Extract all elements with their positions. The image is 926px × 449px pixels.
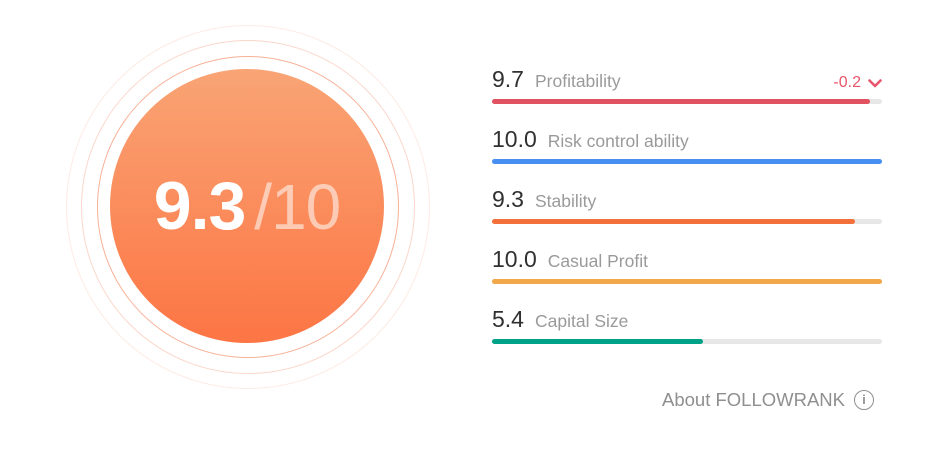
metric-label: Risk control ability bbox=[547, 131, 689, 151]
metric-bar-fill bbox=[492, 279, 882, 284]
metric-row: 9.7 Profitability -0.2 bbox=[492, 64, 882, 124]
overall-score: 9.3 bbox=[153, 168, 247, 244]
metric-row: 5.4 Capital Size bbox=[492, 304, 882, 364]
decorative-ring-middle bbox=[81, 40, 415, 374]
metric-label: Stability bbox=[534, 191, 597, 211]
decorative-ring-outer bbox=[66, 25, 430, 389]
metric-bar-fill bbox=[492, 339, 703, 344]
about-followrank-link[interactable]: About FOLLOWRANK i bbox=[662, 389, 874, 411]
metric-row: 9.3 Stability bbox=[492, 184, 882, 244]
metric-bar-fill bbox=[492, 219, 855, 224]
metric-bar-track bbox=[492, 219, 882, 224]
metric-row: 10.0 Casual Profit bbox=[492, 244, 882, 304]
decorative-ring-inner bbox=[97, 56, 399, 358]
score-circle: 9.3 /10 bbox=[110, 69, 384, 343]
metric-label: Profitability bbox=[534, 71, 621, 91]
score-denominator: /10 bbox=[254, 171, 341, 243]
about-followrank-label: About FOLLOWRANK bbox=[661, 389, 845, 410]
metric-bar-fill bbox=[492, 159, 882, 164]
metric-label: Capital Size bbox=[534, 311, 629, 331]
metric-change-toggle[interactable]: -0.2 bbox=[833, 74, 882, 92]
metric-bar-fill bbox=[492, 99, 871, 104]
metric-bar-track bbox=[492, 159, 882, 164]
metric-score: 9.7 bbox=[492, 66, 524, 92]
metric-row-head: 5.4 Capital Size bbox=[492, 304, 882, 334]
metric-row-head: 10.0 Casual Profit bbox=[492, 244, 882, 274]
metric-row-head: 9.3 Stability bbox=[492, 184, 882, 214]
metric-bar-track bbox=[492, 339, 882, 344]
metric-row: 10.0 Risk control ability bbox=[492, 124, 882, 184]
info-circle-icon[interactable]: i bbox=[854, 390, 874, 410]
metric-row-head: 9.7 Profitability -0.2 bbox=[492, 64, 882, 94]
metric-score: 9.3 bbox=[492, 186, 524, 212]
metric-score: 10.0 bbox=[492, 126, 537, 152]
metric-bar-track bbox=[492, 279, 882, 284]
metric-bar-track bbox=[492, 99, 882, 104]
metric-score: 10.0 bbox=[492, 246, 537, 272]
metric-label: Casual Profit bbox=[547, 251, 648, 271]
metric-row-head: 10.0 Risk control ability bbox=[492, 124, 882, 154]
metric-change-value: -0.2 bbox=[833, 74, 861, 91]
chevron-down-icon bbox=[868, 78, 882, 87]
metrics-list: 9.7 Profitability -0.2 10.0 Risk control… bbox=[492, 64, 882, 364]
metric-score: 5.4 bbox=[492, 306, 524, 332]
